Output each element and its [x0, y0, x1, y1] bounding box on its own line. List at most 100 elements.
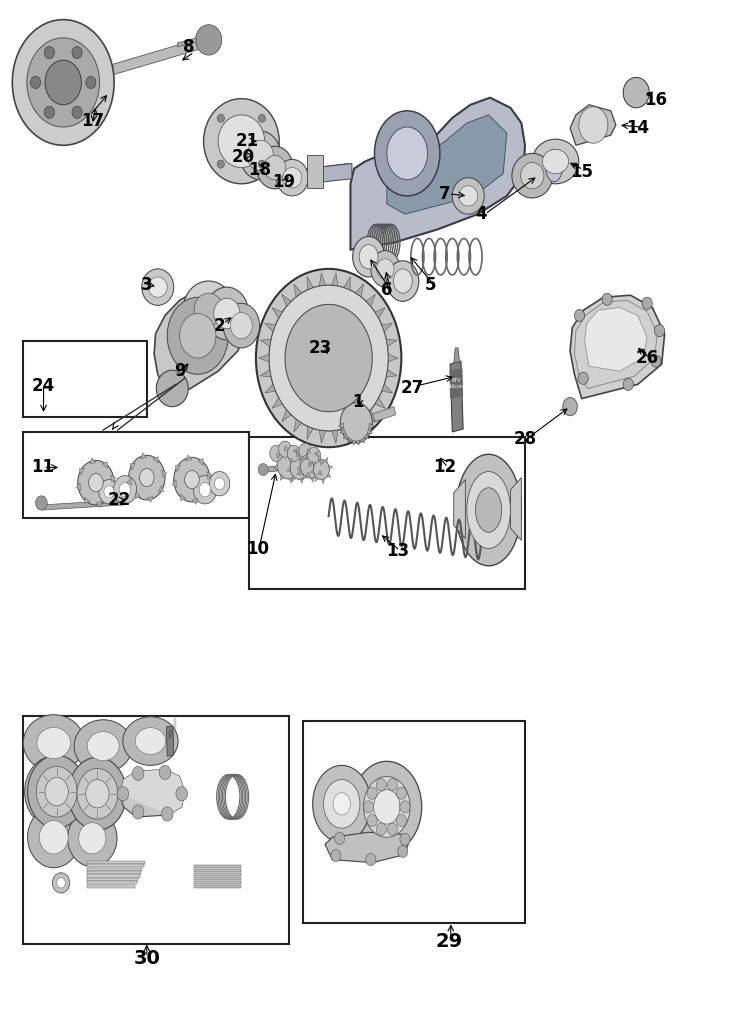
Ellipse shape [264, 155, 285, 180]
Polygon shape [282, 295, 291, 307]
Ellipse shape [623, 378, 634, 390]
Text: 1: 1 [352, 392, 364, 410]
Polygon shape [194, 873, 242, 876]
Polygon shape [310, 469, 314, 473]
Polygon shape [331, 430, 338, 443]
Ellipse shape [623, 77, 650, 108]
Ellipse shape [520, 163, 544, 189]
Polygon shape [585, 308, 648, 371]
Ellipse shape [25, 756, 82, 827]
Polygon shape [172, 480, 177, 488]
Polygon shape [386, 339, 397, 346]
Polygon shape [272, 308, 283, 318]
Ellipse shape [459, 186, 477, 206]
Ellipse shape [388, 778, 398, 790]
Polygon shape [87, 875, 139, 878]
Ellipse shape [579, 107, 608, 143]
Ellipse shape [258, 463, 269, 475]
Polygon shape [366, 295, 375, 307]
Ellipse shape [85, 779, 109, 808]
Polygon shape [120, 769, 185, 815]
Polygon shape [272, 398, 283, 408]
Ellipse shape [374, 789, 400, 824]
Polygon shape [375, 398, 385, 408]
Text: 6: 6 [381, 281, 393, 299]
Polygon shape [102, 461, 107, 468]
Polygon shape [328, 465, 333, 469]
Polygon shape [282, 409, 291, 422]
Polygon shape [306, 471, 310, 477]
Polygon shape [87, 885, 135, 888]
Polygon shape [175, 465, 180, 472]
Ellipse shape [393, 269, 412, 294]
Ellipse shape [359, 245, 378, 269]
Ellipse shape [104, 486, 114, 498]
Ellipse shape [377, 259, 394, 279]
Ellipse shape [57, 878, 66, 888]
Polygon shape [319, 430, 326, 443]
Polygon shape [307, 164, 352, 184]
Ellipse shape [334, 832, 345, 844]
Polygon shape [348, 438, 352, 443]
Polygon shape [319, 273, 326, 285]
Ellipse shape [512, 153, 553, 198]
Polygon shape [194, 877, 242, 880]
Ellipse shape [39, 821, 68, 854]
Polygon shape [450, 361, 463, 432]
Polygon shape [207, 471, 212, 480]
Polygon shape [356, 440, 360, 445]
Polygon shape [265, 384, 275, 393]
Polygon shape [287, 467, 291, 472]
Polygon shape [96, 35, 214, 79]
Ellipse shape [578, 372, 588, 384]
Ellipse shape [36, 766, 77, 817]
Ellipse shape [333, 792, 350, 815]
Ellipse shape [193, 475, 217, 504]
Polygon shape [344, 276, 350, 290]
Text: 17: 17 [81, 112, 104, 130]
Polygon shape [169, 728, 172, 739]
Text: 4: 4 [475, 205, 487, 224]
Text: RTV
Silicone: RTV Silicone [447, 378, 466, 389]
Ellipse shape [69, 757, 126, 830]
Ellipse shape [276, 160, 308, 196]
Polygon shape [127, 478, 132, 486]
Ellipse shape [210, 471, 230, 496]
Ellipse shape [313, 459, 329, 480]
Ellipse shape [77, 768, 118, 819]
Polygon shape [338, 423, 344, 429]
Ellipse shape [180, 314, 216, 358]
Polygon shape [284, 446, 288, 451]
Polygon shape [315, 477, 318, 482]
Polygon shape [85, 497, 90, 504]
Polygon shape [87, 878, 138, 881]
Polygon shape [324, 457, 328, 462]
Polygon shape [343, 434, 348, 439]
Ellipse shape [161, 807, 173, 821]
Ellipse shape [651, 355, 661, 367]
Polygon shape [87, 868, 142, 871]
Polygon shape [136, 492, 141, 499]
Ellipse shape [654, 324, 664, 336]
Ellipse shape [257, 146, 293, 189]
Polygon shape [325, 832, 409, 863]
Polygon shape [185, 455, 192, 461]
Ellipse shape [388, 823, 398, 835]
Ellipse shape [387, 261, 419, 302]
Ellipse shape [642, 298, 652, 310]
Bar [23, 340, 147, 417]
Polygon shape [198, 458, 203, 465]
Polygon shape [297, 470, 301, 475]
Ellipse shape [312, 765, 371, 842]
Text: 30: 30 [134, 949, 161, 968]
Polygon shape [297, 465, 301, 470]
Ellipse shape [278, 441, 291, 457]
Ellipse shape [135, 727, 166, 755]
Ellipse shape [371, 251, 400, 288]
Polygon shape [276, 454, 280, 459]
Polygon shape [76, 483, 81, 491]
Ellipse shape [117, 786, 128, 801]
Polygon shape [180, 494, 186, 501]
Ellipse shape [31, 76, 41, 88]
Ellipse shape [353, 237, 385, 277]
